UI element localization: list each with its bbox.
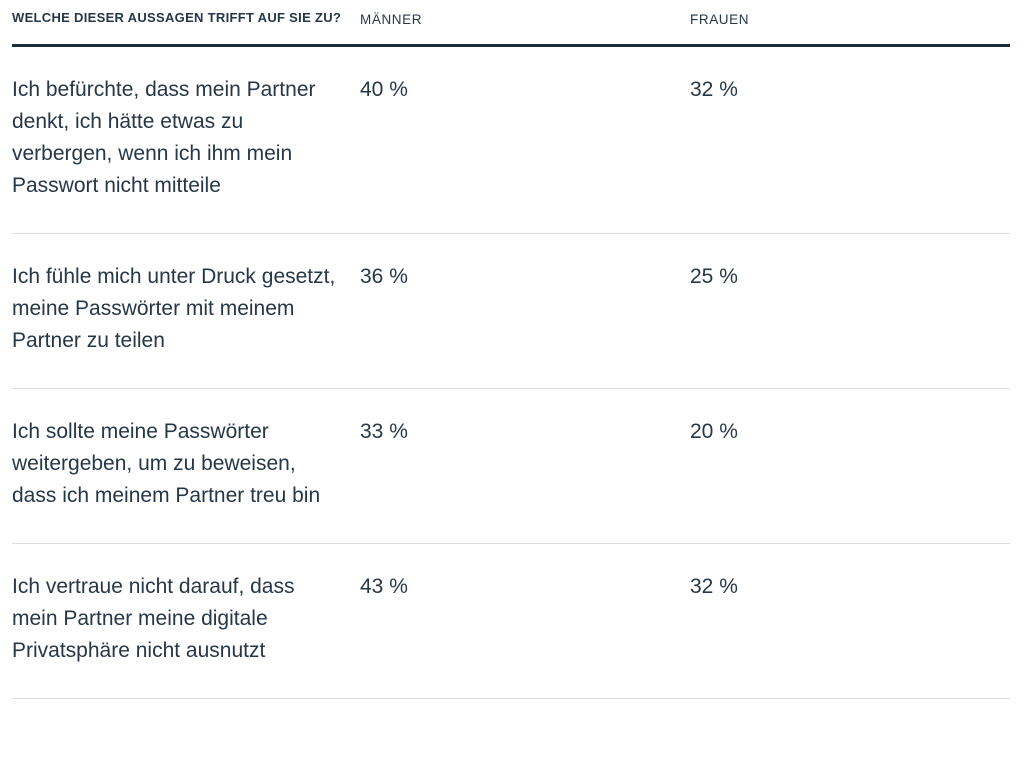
statement-text: Ich vertraue nicht darauf, dass mein Par… [12, 575, 295, 662]
women-value: 20 % [690, 420, 738, 443]
table-header-row: WELCHE DIESER AUSSAGEN TRIFFT AUF SIE ZU… [12, 0, 1010, 44]
table-body: Ich befürchte, dass mein Partner denkt, … [12, 44, 1010, 699]
statement-text: Ich sollte meine Passwörter weitergeben,… [12, 420, 321, 507]
men-value: 43 % [360, 575, 408, 598]
men-value: 33 % [360, 420, 408, 443]
statements-table: WELCHE DIESER AUSSAGEN TRIFFT AUF SIE ZU… [12, 0, 1010, 699]
men-value: 40 % [360, 78, 408, 101]
men-column-header: MÄNNER [360, 12, 423, 27]
table-row: Ich sollte meine Passwörter weitergeben,… [12, 389, 1010, 544]
statement-text: Ich befürchte, dass mein Partner denkt, … [12, 78, 316, 197]
women-column-header: FRAUEN [690, 12, 750, 27]
women-value: 32 % [690, 78, 738, 101]
question-column-header: WELCHE DIESER AUSSAGEN TRIFFT AUF SIE ZU… [12, 10, 342, 25]
men-value: 36 % [360, 265, 408, 288]
women-value: 32 % [690, 575, 738, 598]
women-value: 25 % [690, 265, 738, 288]
table-row: Ich vertraue nicht darauf, dass mein Par… [12, 544, 1010, 699]
table-row: Ich fühle mich unter Druck gesetzt, mein… [12, 234, 1010, 389]
statement-text: Ich fühle mich unter Druck gesetzt, mein… [12, 265, 336, 352]
table-row: Ich befürchte, dass mein Partner denkt, … [12, 47, 1010, 234]
